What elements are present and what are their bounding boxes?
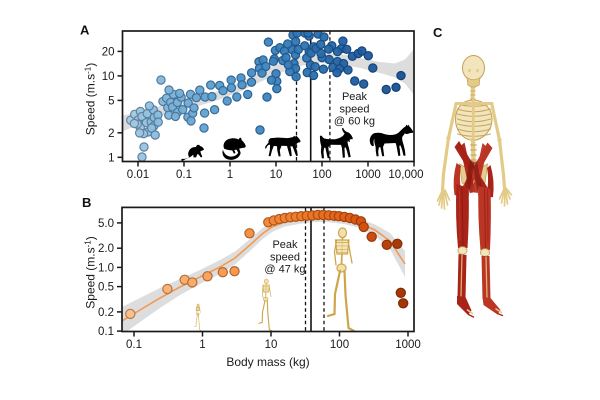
svg-text:2.0: 2.0 (98, 243, 114, 255)
svg-text:5.0: 5.0 (98, 218, 114, 230)
svg-text:20: 20 (102, 46, 115, 58)
svg-text:Peak: Peak (342, 91, 368, 103)
svg-text:100: 100 (330, 339, 349, 351)
svg-text:2: 2 (108, 128, 114, 140)
svg-text:1: 1 (227, 169, 233, 181)
svg-text:Speed (m.s-1): Speed (m.s-1) (84, 63, 98, 135)
svg-text:@ 47 kg: @ 47 kg (264, 264, 305, 276)
svg-text:0.1: 0.1 (176, 169, 192, 181)
svg-text:10,000: 10,000 (388, 169, 423, 181)
svg-text:1000: 1000 (355, 169, 381, 181)
svg-text:0.2: 0.2 (98, 307, 114, 319)
svg-text:Body mass (kg): Body mass (kg) (226, 355, 309, 369)
svg-text:A: A (80, 23, 90, 38)
svg-text:1: 1 (108, 152, 114, 164)
svg-text:10: 10 (270, 169, 283, 181)
svg-text:10: 10 (265, 339, 278, 351)
svg-text:B: B (82, 195, 91, 210)
svg-text:1.0: 1.0 (98, 262, 114, 274)
svg-text:0.1: 0.1 (126, 339, 142, 351)
svg-text:Speed (m.s-1): Speed (m.s-1) (84, 236, 98, 308)
svg-text:C: C (433, 25, 443, 40)
svg-text:0.5: 0.5 (98, 282, 114, 294)
svg-text:0.01: 0.01 (127, 169, 149, 181)
svg-text:5: 5 (108, 95, 114, 107)
svg-text:@ 60 kg: @ 60 kg (334, 116, 375, 128)
svg-text:100: 100 (312, 169, 331, 181)
svg-text:0.1: 0.1 (98, 326, 114, 338)
svg-text:speed: speed (340, 103, 370, 115)
svg-text:speed: speed (270, 251, 300, 263)
svg-text:Peak: Peak (272, 239, 298, 251)
svg-text:1: 1 (199, 339, 205, 351)
svg-text:10: 10 (102, 71, 115, 83)
svg-text:1000: 1000 (395, 339, 421, 351)
